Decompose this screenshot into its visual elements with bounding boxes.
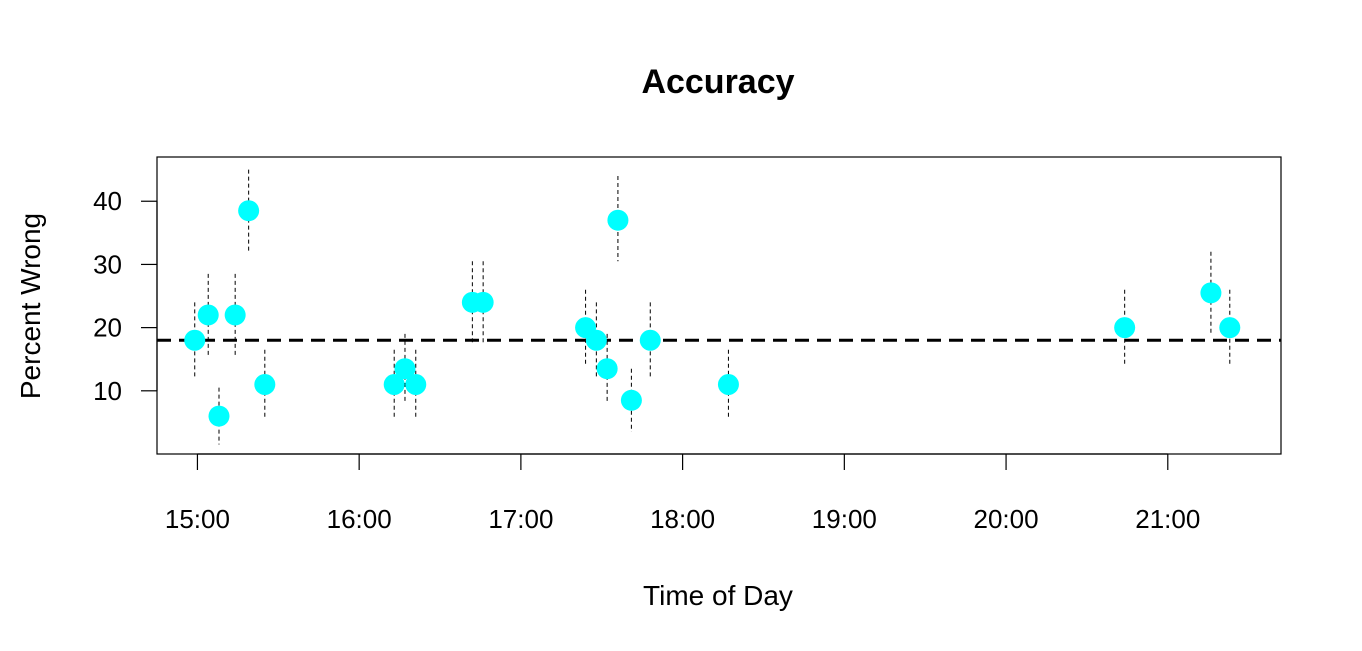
x-tick-label: 17:00: [488, 504, 553, 534]
y-axis-label: Percent Wrong: [15, 213, 46, 399]
x-tick-label: 19:00: [812, 504, 877, 534]
data-point: [596, 358, 618, 380]
x-tick-label: 15:00: [165, 504, 230, 534]
x-tick-label: 21:00: [1135, 504, 1200, 534]
data-point: [254, 373, 276, 395]
chart-title: Accuracy: [641, 63, 794, 101]
data-point: [585, 329, 607, 351]
y-tick-label: 10: [93, 376, 122, 406]
data-point: [383, 373, 405, 395]
x-tick-label: 18:00: [650, 504, 715, 534]
data-point: [394, 358, 416, 380]
x-tick-label: 16:00: [327, 504, 392, 534]
data-point: [1200, 282, 1222, 304]
data-point: [639, 329, 661, 351]
data-point: [208, 405, 230, 427]
data-point: [184, 329, 206, 351]
data-point: [405, 373, 427, 395]
y-tick-label: 30: [93, 249, 122, 279]
data-point: [472, 291, 494, 313]
y-tick-label: 20: [93, 313, 122, 343]
x-axis-label: Time of Day: [643, 580, 793, 611]
data-point: [717, 373, 739, 395]
data-point: [620, 389, 642, 411]
data-point: [1114, 317, 1136, 339]
plot-box: [156, 156, 1282, 455]
data-point: [224, 304, 246, 326]
data-point: [197, 304, 219, 326]
x-axis: 15:00 16:00 17:00 18:00 19:00 20:00 21:00: [165, 453, 1200, 534]
data-point: [607, 209, 629, 231]
data-point: [238, 200, 260, 222]
x-tick-label: 20:00: [974, 504, 1039, 534]
data-points: [184, 200, 1241, 427]
y-tick-label: 40: [93, 186, 122, 216]
error-bars: [194, 169, 1231, 445]
plot-area: [156, 156, 1282, 455]
data-point: [1219, 317, 1241, 339]
y-axis: 10 20 30 40: [93, 186, 158, 406]
